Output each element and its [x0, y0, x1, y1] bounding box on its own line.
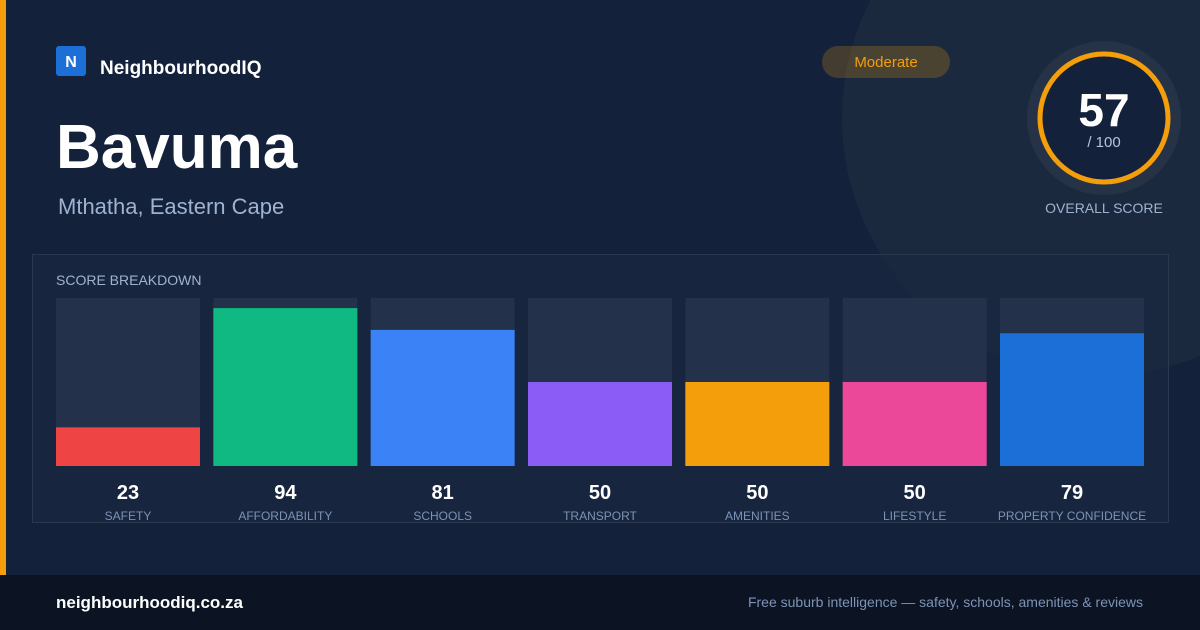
- bar: [528, 382, 672, 466]
- bar-value: 81: [432, 482, 454, 504]
- bar-label: TRANSPORT: [563, 509, 637, 523]
- bar: [370, 329, 515, 466]
- bar-label: AFFORDABILITY: [238, 509, 332, 523]
- logo-letter: N: [65, 54, 77, 71]
- bar: [1000, 333, 1144, 466]
- title: Bavuma: [56, 113, 298, 182]
- bar-value: 50: [904, 482, 926, 504]
- accent-strip: [0, 0, 6, 575]
- bar-label: SCHOOLS: [413, 509, 472, 523]
- badge: [822, 46, 950, 78]
- bar-label: PROPERTY CONFIDENCE: [998, 509, 1146, 523]
- bar: [685, 382, 830, 466]
- score-suffix: / 100: [1087, 134, 1120, 151]
- bar-label: SAFETY: [105, 509, 152, 523]
- bar-value: 50: [746, 482, 768, 504]
- bar-value: 94: [274, 482, 297, 504]
- footer-domain: neighbourhoodiq.co.za: [56, 593, 244, 612]
- badge-text: Moderate: [854, 54, 917, 71]
- score-value: 57: [1078, 84, 1129, 136]
- score-ring: [1037, 51, 1171, 185]
- score-caption: OVERALL SCORE: [1045, 200, 1163, 216]
- bar: [842, 382, 987, 466]
- footer-bar: [0, 575, 1200, 630]
- bar: [56, 427, 200, 466]
- footer-tagline: Free suburb intelligence — safety, schoo…: [748, 594, 1143, 610]
- bar-label: AMENITIES: [725, 509, 790, 523]
- bar-label: LIFESTYLE: [883, 509, 946, 523]
- bar-value: 23: [117, 482, 139, 504]
- breakdown-title: SCORE BREAKDOWN: [56, 272, 201, 288]
- location: Mthatha, Eastern Cape: [58, 194, 284, 219]
- bar-value: 79: [1061, 482, 1083, 504]
- bar: [213, 308, 358, 466]
- bar-value: 50: [589, 482, 611, 504]
- brand: NeighbourhoodIQ: [100, 58, 261, 79]
- logo: [56, 46, 86, 76]
